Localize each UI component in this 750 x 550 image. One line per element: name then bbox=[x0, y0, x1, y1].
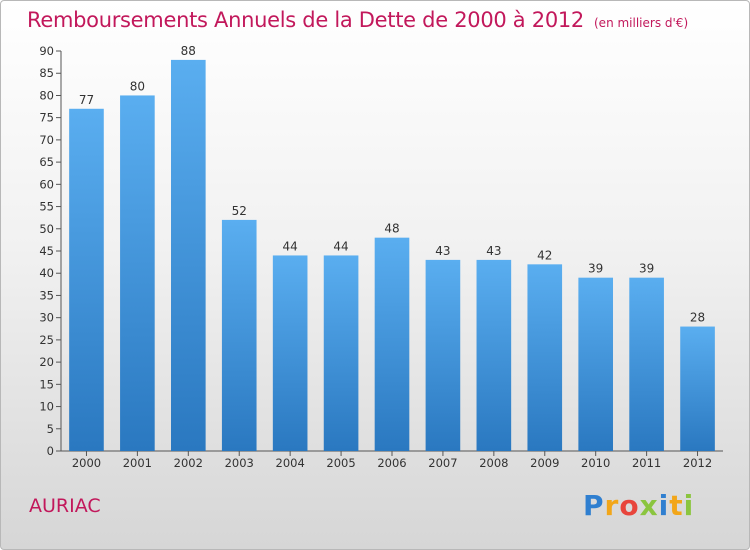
y-tick-label: 20 bbox=[39, 355, 54, 369]
commune-name: AURIAC bbox=[29, 495, 101, 517]
bar bbox=[425, 259, 461, 451]
bar bbox=[680, 326, 715, 451]
bar-value-label: 52 bbox=[232, 204, 247, 218]
bar bbox=[629, 277, 664, 451]
y-tick-label: 10 bbox=[39, 400, 54, 414]
x-tick-label: 2002 bbox=[174, 456, 203, 470]
y-tick-label: 0 bbox=[47, 444, 54, 458]
bar bbox=[527, 264, 563, 451]
bar-value-label: 42 bbox=[537, 248, 552, 262]
x-tick-label: 2009 bbox=[530, 456, 559, 470]
bar-value-label: 43 bbox=[486, 244, 501, 258]
x-tick-label: 2001 bbox=[123, 456, 152, 470]
y-tick-label: 55 bbox=[39, 200, 54, 214]
bar-value-label: 80 bbox=[130, 79, 145, 93]
y-tick-label: 70 bbox=[39, 133, 54, 147]
y-tick-label: 80 bbox=[39, 88, 54, 102]
x-tick-label: 2003 bbox=[225, 456, 254, 470]
y-tick-label: 90 bbox=[39, 44, 54, 58]
x-tick-label: 2011 bbox=[632, 456, 661, 470]
y-tick-label: 35 bbox=[39, 288, 54, 302]
bar bbox=[578, 277, 614, 451]
x-tick-label: 2004 bbox=[276, 456, 305, 470]
x-tick-label: 2008 bbox=[479, 456, 508, 470]
proxiti-logo: Proxiti bbox=[583, 489, 695, 522]
bar-value-label: 39 bbox=[588, 262, 603, 276]
y-tick-label: 15 bbox=[39, 377, 54, 391]
y-tick-label: 75 bbox=[39, 111, 54, 125]
y-tick-label: 65 bbox=[39, 155, 54, 169]
bar-value-label: 77 bbox=[79, 93, 94, 107]
title-text: Remboursements Annuels de la Dette de 20… bbox=[27, 8, 584, 32]
y-tick-label: 40 bbox=[39, 266, 54, 280]
chart-title: Remboursements Annuels de la Dette de 20… bbox=[27, 8, 688, 32]
chart-subtitle: (en milliers d'€) bbox=[594, 16, 689, 30]
y-tick-label: 25 bbox=[39, 333, 54, 347]
y-tick-label: 45 bbox=[39, 244, 54, 258]
bar bbox=[272, 255, 308, 451]
bar-value-label: 88 bbox=[181, 44, 196, 58]
y-tick-label: 60 bbox=[39, 177, 54, 191]
bar bbox=[221, 219, 257, 451]
bar-value-label: 44 bbox=[333, 239, 348, 253]
bar bbox=[374, 237, 410, 451]
y-tick-label: 5 bbox=[47, 422, 54, 436]
y-tick-label: 30 bbox=[39, 311, 54, 325]
bar bbox=[69, 108, 104, 452]
x-tick-label: 2007 bbox=[428, 456, 457, 470]
bar-value-label: 39 bbox=[639, 262, 654, 276]
bar-value-label: 44 bbox=[283, 239, 298, 253]
x-tick-label: 2012 bbox=[683, 456, 712, 470]
bar bbox=[170, 59, 206, 452]
x-tick-label: 2000 bbox=[72, 456, 101, 470]
y-tick-label: 85 bbox=[39, 66, 54, 80]
bar bbox=[476, 259, 512, 451]
bar-value-label: 48 bbox=[384, 222, 399, 236]
x-tick-label: 2006 bbox=[377, 456, 406, 470]
x-tick-label: 2005 bbox=[326, 456, 355, 470]
y-tick-label: 50 bbox=[39, 222, 54, 236]
bar bbox=[120, 95, 155, 451]
bar-value-label: 28 bbox=[690, 311, 705, 325]
bar-value-label: 43 bbox=[435, 244, 450, 258]
bar bbox=[323, 255, 359, 451]
x-tick-label: 2010 bbox=[581, 456, 610, 470]
